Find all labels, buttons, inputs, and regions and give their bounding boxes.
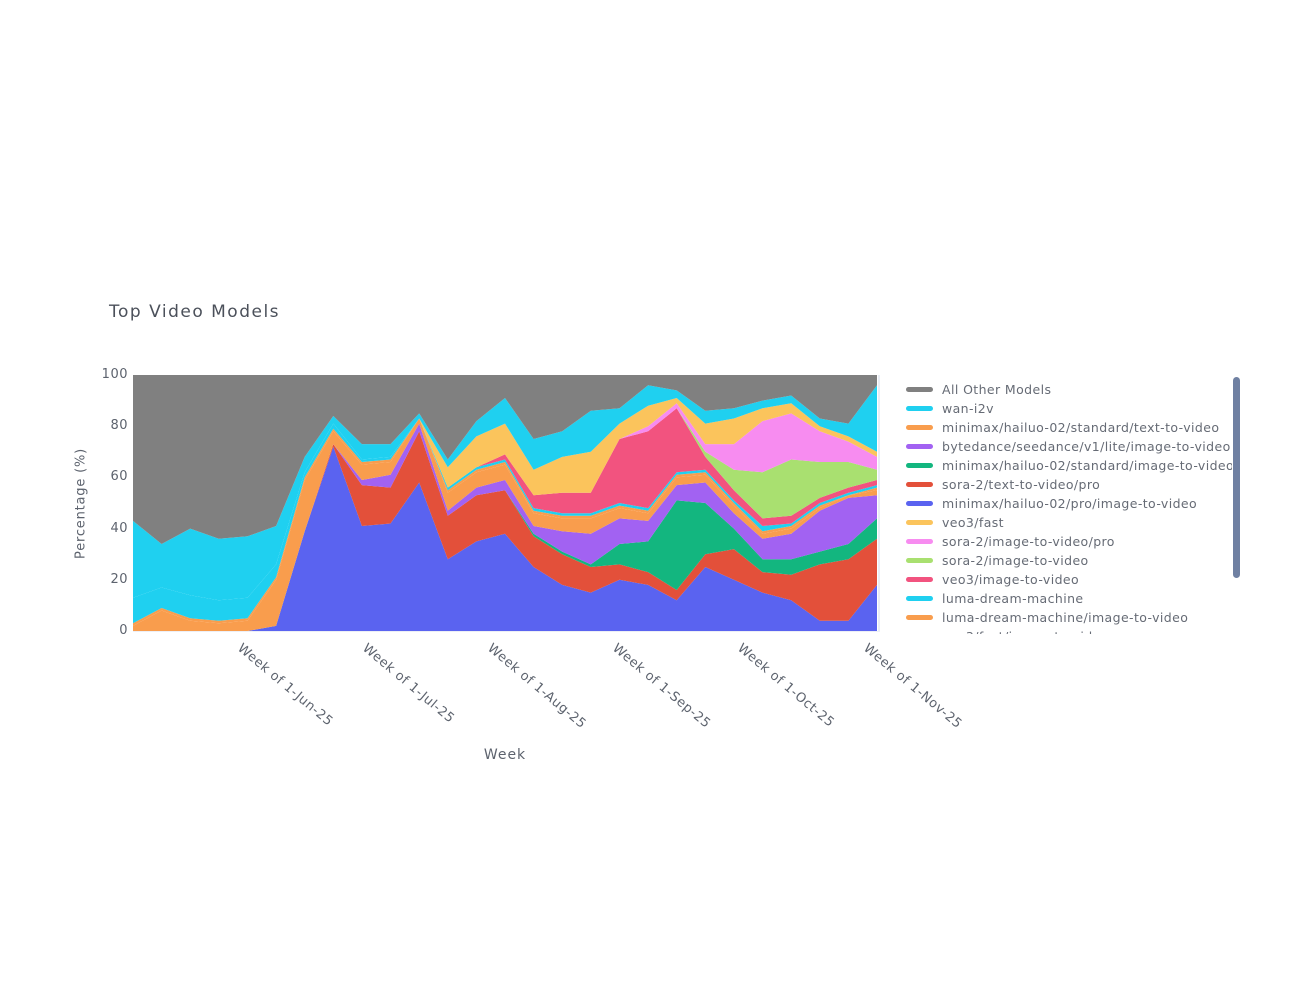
legend-item-veo3-fast-image-to-video[interactable]: veo3/fast/image-to-video	[906, 627, 1232, 634]
legend-label-luma-dream-machine-image-to-video: luma-dream-machine/image-to-video	[942, 610, 1189, 625]
legend-swatch-veo3-image-to-video	[906, 577, 933, 582]
legend-swatch-all-other-models	[906, 387, 933, 392]
area-minimax-hailuo-02-pro-image-to-video	[133, 446, 877, 631]
area-minimax-hailuo-02-standard-text-to-video	[133, 418, 877, 631]
legend-swatch-sora-2-image-to-video	[906, 558, 933, 563]
legend-label-minimax-hailuo-02-standard-text-to-video: minimax/hailuo-02/standard/text-to-video	[942, 420, 1220, 435]
x-tick-label-4: Week of 1-Sep-25	[609, 641, 714, 732]
legend-item-minimax-hailuo-02-standard-image-to-video[interactable]: minimax/hailuo-02/standard/image-to-vide…	[906, 456, 1232, 475]
legend-swatch-bytedance-seedance-v1-lite-image-to-video	[906, 444, 933, 449]
plot-bottom-axis-line	[133, 631, 880, 632]
legend-scrollbar[interactable]	[1233, 377, 1240, 578]
legend-item-luma-dream-machine-image-to-video[interactable]: luma-dream-machine/image-to-video	[906, 608, 1232, 627]
x-tick-label-2: Week of 1-Jul-25	[359, 641, 458, 727]
legend-item-sora-2-text-to-video-pro[interactable]: sora-2/text-to-video/pro	[906, 475, 1232, 494]
legend-item-minimax-hailuo-02-pro-image-to-video[interactable]: minimax/hailuo-02/pro/image-to-video	[906, 494, 1232, 513]
legend-label-wan-i2v: wan-i2v	[942, 401, 994, 416]
legend-label-bytedance-seedance-v1-lite-image-to-video: bytedance/seedance/v1/lite/image-to-vide…	[942, 439, 1231, 454]
area-veo3-image-to-video	[133, 408, 877, 601]
legend-swatch-luma-dream-machine	[906, 596, 933, 601]
y-tick-label-100: 100	[101, 367, 128, 382]
area-sora-2-image-to-video-pro	[133, 403, 877, 601]
y-tick-label-0: 0	[119, 623, 128, 638]
area-sora-2-text-to-video-pro	[133, 431, 877, 631]
area-veo3-fast	[133, 398, 877, 601]
area-minimax-hailuo-02-standard-image-to-video	[133, 431, 877, 631]
x-tick-label-5: Week of 1-Oct-25	[734, 641, 838, 731]
legend-label-sora-2-image-to-video: sora-2/image-to-video	[942, 553, 1089, 568]
x-axis-title: Week	[483, 747, 527, 763]
legend-label-veo3-fast: veo3/fast	[942, 515, 1004, 530]
legend-label-all-other-models: All Other Models	[942, 382, 1052, 397]
legend-label-minimax-hailuo-02-standard-image-to-video: minimax/hailuo-02/standard/image-to-vide…	[942, 458, 1232, 473]
x-tick-label-3: Week of 1-Aug-25	[484, 641, 589, 733]
y-tick-label-80: 80	[110, 418, 128, 434]
legend-label-veo3-fast-image-to-video: veo3/fast/image-to-video	[942, 629, 1109, 634]
plot-right-axis-line	[878, 375, 880, 632]
legend-item-sora-2-image-to-video-pro[interactable]: sora-2/image-to-video/pro	[906, 532, 1232, 551]
legend-swatch-minimax-hailuo-02-standard-image-to-video	[906, 463, 933, 468]
legend-item-minimax-hailuo-02-standard-text-to-video[interactable]: minimax/hailuo-02/standard/text-to-video	[906, 418, 1232, 437]
area-wan-i2v	[133, 385, 877, 601]
x-tick-label-6: Week of 1-Nov-25	[860, 641, 965, 732]
y-axis-title: Percentage (%)	[73, 448, 89, 559]
area-luma-dream-machine	[133, 418, 877, 624]
legend-item-veo3-fast[interactable]: veo3/fast	[906, 513, 1232, 532]
legend: All Other Models wan-i2v minimax/hailuo-02…	[906, 380, 1232, 634]
y-tick-label-20: 20	[110, 571, 128, 587]
legend-swatch-wan-i2v	[906, 406, 933, 411]
legend-swatch-sora-2-text-to-video-pro	[906, 482, 933, 487]
legend-item-luma-dream-machine[interactable]: luma-dream-machine	[906, 589, 1232, 608]
legend-swatch-veo3-fast	[906, 520, 933, 525]
legend-label-minimax-hailuo-02-pro-image-to-video: minimax/hailuo-02/pro/image-to-video	[942, 496, 1198, 511]
chart-title: Top Video Models	[109, 302, 281, 322]
legend-swatch-minimax-hailuo-02-standard-text-to-video	[906, 425, 933, 430]
legend-label-luma-dream-machine: luma-dream-machine	[942, 591, 1084, 606]
legend-item-wan-i2v[interactable]: wan-i2v	[906, 399, 1232, 418]
legend-label-sora-2-image-to-video-pro: sora-2/image-to-video/pro	[942, 534, 1115, 549]
legend-swatch-sora-2-image-to-video-pro	[906, 539, 933, 544]
legend-item-all-other-models[interactable]: All Other Models	[906, 380, 1232, 399]
legend-item-bytedance-seedance-v1-lite-image-to-video[interactable]: bytedance/seedance/v1/lite/image-to-vide…	[906, 437, 1232, 456]
legend-swatch-minimax-hailuo-02-pro-image-to-video	[906, 501, 933, 506]
area-all-other-models	[133, 375, 877, 544]
y-tick-label-40: 40	[110, 520, 128, 536]
plot-area[interactable]	[133, 375, 877, 631]
legend-item-sora-2-image-to-video[interactable]: sora-2/image-to-video	[906, 551, 1232, 570]
legend-label-sora-2-text-to-video-pro: sora-2/text-to-video/pro	[942, 477, 1101, 492]
legend-item-veo3-image-to-video[interactable]: veo3/image-to-video	[906, 570, 1232, 589]
legend-label-veo3-image-to-video: veo3/image-to-video	[942, 572, 1080, 587]
x-tick-label-1: Week of 1-Jun-25	[234, 641, 336, 730]
legend-swatch-luma-dream-machine-image-to-video	[906, 615, 933, 620]
y-tick-label-60: 60	[110, 469, 128, 485]
